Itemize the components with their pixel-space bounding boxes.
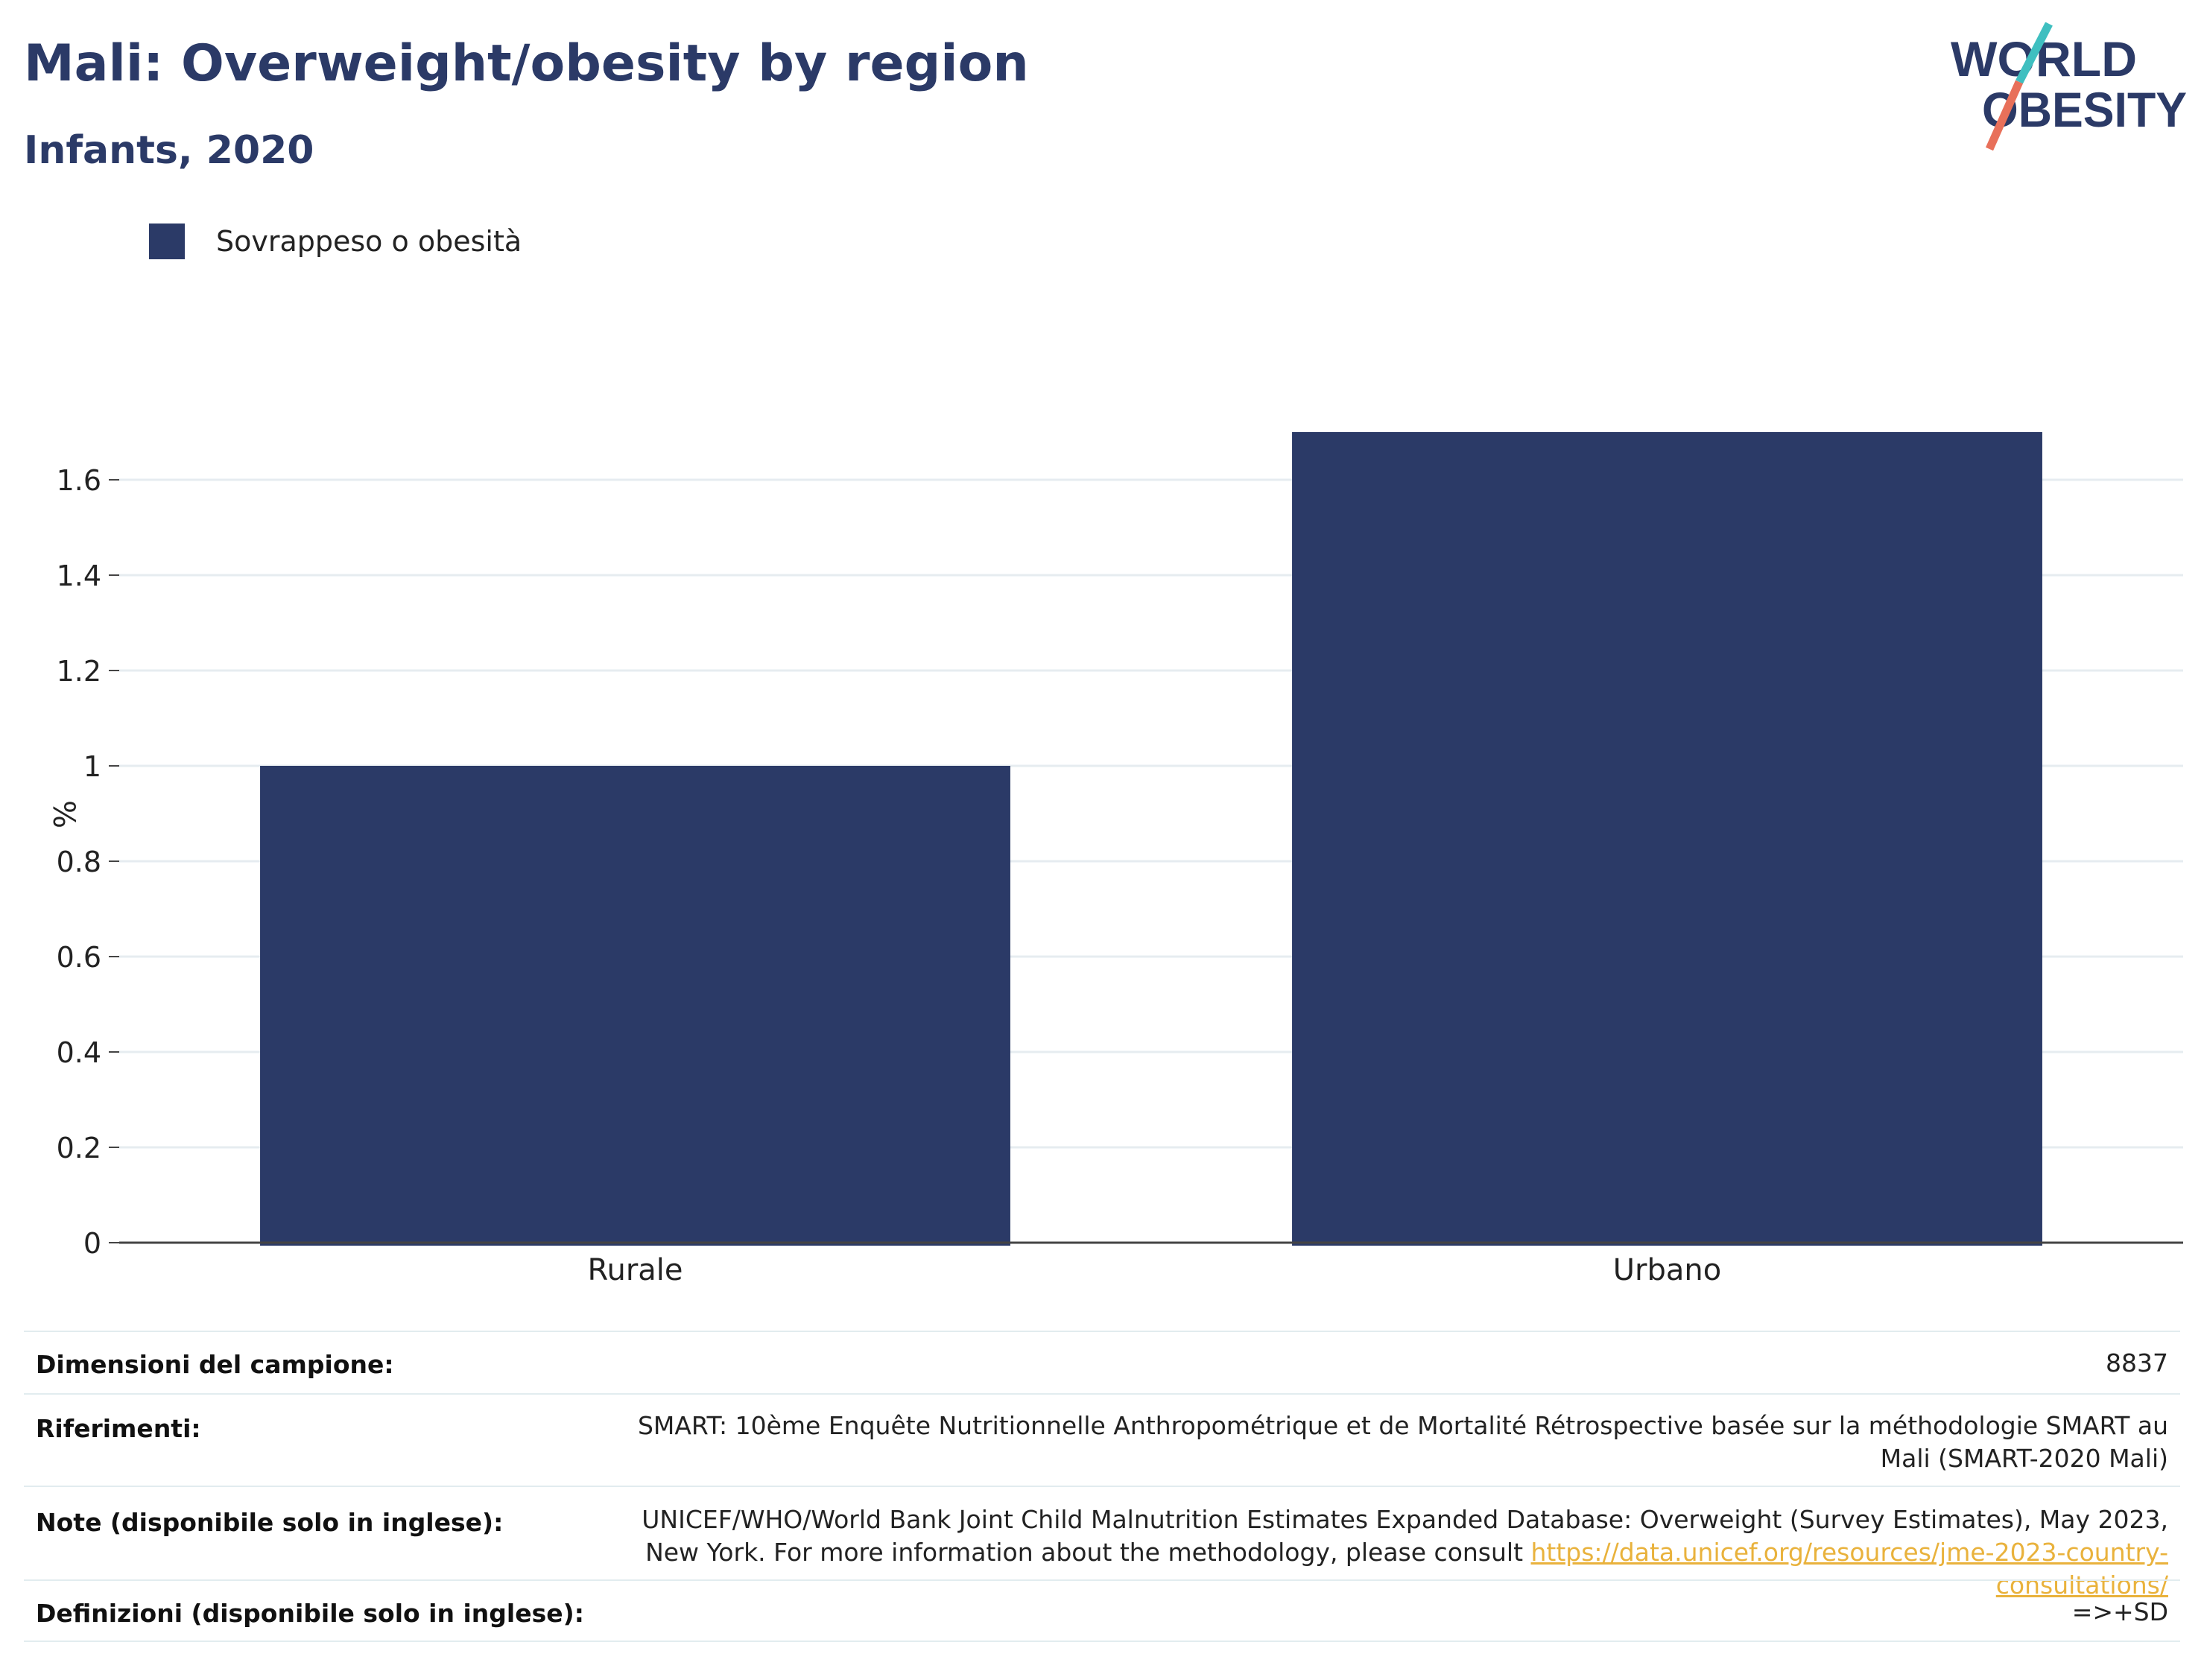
notes-label: Note (disponibile solo in inglese): <box>36 1508 504 1537</box>
notes-link[interactable]: https://data.unicef.org/resources/jme-20… <box>1530 1538 2169 1600</box>
bar-rurale <box>260 766 1010 1246</box>
logo-slash-top <box>2015 22 2053 84</box>
y-tick-label: 1 <box>83 750 101 783</box>
info-row-sample-size: Dimensioni del campione: 8837 <box>24 1331 2180 1393</box>
y-tick-label: 1.4 <box>57 560 101 592</box>
notes-value: UNICEF/WHO/World Bank Joint Child Malnut… <box>604 1503 2168 1602</box>
world-obesity-logo: WORLD OBESITY <box>1951 22 2187 151</box>
logo-slash-bottom <box>1985 80 2024 151</box>
y-tick-label: 0 <box>83 1227 101 1260</box>
info-row-references: Riferimenti: SMART: 10ème Enquête Nutrit… <box>24 1393 2180 1486</box>
definitions-label: Definizioni (disponibile solo in inglese… <box>36 1599 584 1628</box>
bar-chart: 0 0.2 0.4 0.6 0.8 1 1.2 1.4 1.6 Rurale Urbano % <box>46 432 2183 1287</box>
axes: 0 0.2 0.4 0.6 0.8 1 1.2 1.4 1.6 Rurale Urbano <box>57 464 2183 1287</box>
y-tick-label: 0.2 <box>57 1132 101 1164</box>
chart-title: Mali: Overweight/obesity by region <box>24 34 1029 93</box>
legend-swatch <box>149 224 185 259</box>
sample-size-label: Dimensioni del campione: <box>36 1350 394 1379</box>
bars <box>260 432 2042 1246</box>
y-tick-label: 0.6 <box>57 941 101 974</box>
chart-subtitle: Infants, 2020 <box>24 128 314 173</box>
legend-label: Sovrappeso o obesità <box>216 225 522 258</box>
y-axis-label: % <box>46 800 80 828</box>
sample-size-value: 8837 <box>2106 1348 2168 1378</box>
y-tick-label: 1.2 <box>57 655 101 688</box>
bar-urbano <box>1292 432 2042 1246</box>
info-table: Dimensioni del campione: 8837 Riferiment… <box>24 1331 2180 1642</box>
x-tick-label: Urbano <box>1613 1253 1721 1287</box>
info-row-notes: Note (disponibile solo in inglese): UNIC… <box>24 1486 2180 1600</box>
y-tick-label: 0.4 <box>57 1036 101 1069</box>
y-tick-label: 1.6 <box>57 464 101 497</box>
x-tick-label: Rurale <box>587 1253 683 1287</box>
references-value: SMART: 10ème Enquête Nutritionnelle Anth… <box>637 1411 2168 1473</box>
info-row-definitions: Definizioni (disponibile solo in inglese… <box>24 1579 2180 1642</box>
definitions-value: =>+SD <box>2071 1597 2168 1626</box>
y-tick-label: 0.8 <box>57 846 101 878</box>
notes-text: UNICEF/WHO/World Bank Joint Child Malnut… <box>642 1505 2168 1567</box>
references-label: Riferimenti: <box>36 1414 201 1443</box>
